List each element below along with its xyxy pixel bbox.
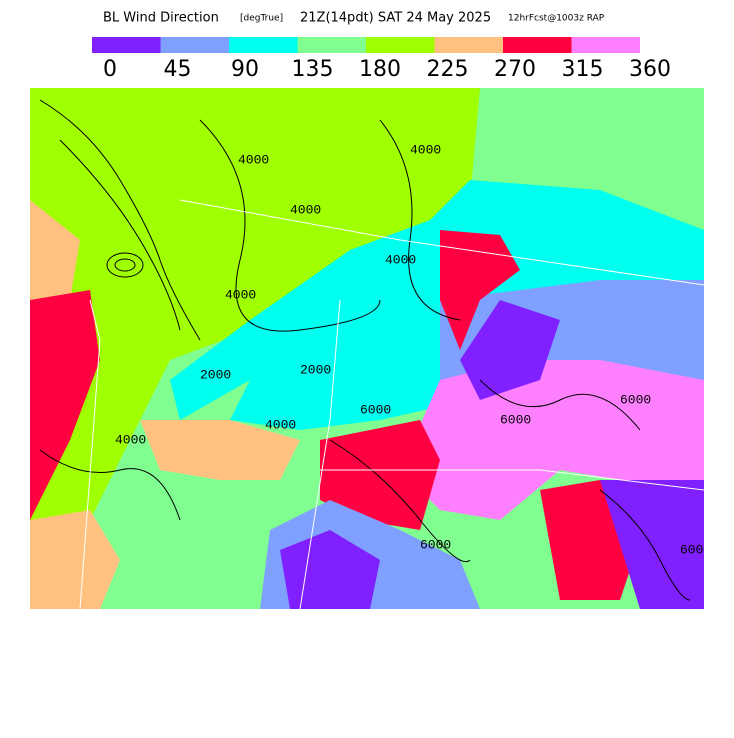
colorbar-segment — [92, 37, 161, 53]
colorbar-tick-label: 360 — [629, 57, 671, 82]
contour-label: 6000 — [420, 537, 451, 552]
colorbar-segment — [434, 37, 503, 53]
colorbar-segment — [160, 37, 229, 53]
valid-time: 21Z(14pdt) SAT 24 May 2025 — [300, 11, 491, 26]
colorbar-tick-label: 45 — [164, 57, 192, 82]
title: BL Wind Direction — [103, 11, 219, 26]
units: [degTrue] — [240, 14, 283, 24]
colorbar-tick-label: 135 — [292, 57, 334, 82]
colorbar-segment — [366, 37, 435, 53]
region-red — [320, 420, 440, 530]
contour-label: 6000 — [620, 392, 651, 407]
colorbar-tick-label: 225 — [427, 57, 469, 82]
colorbar-tick-label: 180 — [359, 57, 401, 82]
map: 4000 4000 4000 4000 2000 2000 4000 6000 … — [30, 88, 711, 609]
contour-label: 4000 — [265, 417, 296, 432]
contour-label: 4000 — [385, 252, 416, 267]
colorbar-tick-label: 90 — [231, 57, 259, 82]
contour-label: 4000 — [410, 142, 441, 157]
region-purple — [460, 300, 560, 400]
contours — [39, 99, 691, 601]
region-orange — [30, 510, 120, 609]
contour-label: 2000 — [200, 367, 231, 382]
region-orange — [140, 420, 300, 480]
contour-label: 4000 — [290, 202, 321, 217]
colorbar-tick-label: 315 — [562, 57, 604, 82]
forecast-info: 12hrFcst@1003z RAP — [508, 14, 605, 24]
contour-label: 4000 — [115, 432, 146, 447]
region-purple — [280, 530, 380, 609]
boundaries — [79, 199, 704, 609]
region-cyan — [230, 300, 480, 430]
contour-label: 4000 — [238, 152, 269, 167]
contour-label: 6000 — [360, 402, 391, 417]
colorbar-segment — [571, 37, 640, 53]
colorbar-segment — [297, 37, 366, 53]
colorbar: 0 45 90 135 180 225 270 315 360 — [92, 37, 671, 82]
contour-label: 2000 — [300, 362, 331, 377]
colorbar-segment — [503, 37, 572, 53]
contour-label: 4000 — [225, 287, 256, 302]
region-red — [30, 290, 100, 520]
contour-label: 6000 — [680, 542, 711, 557]
colorbar-segment — [229, 37, 298, 53]
colorbar-tick-label: 270 — [494, 57, 536, 82]
contour-label: 6000 — [500, 412, 531, 427]
colorbar-tick-label: 0 — [103, 57, 117, 82]
